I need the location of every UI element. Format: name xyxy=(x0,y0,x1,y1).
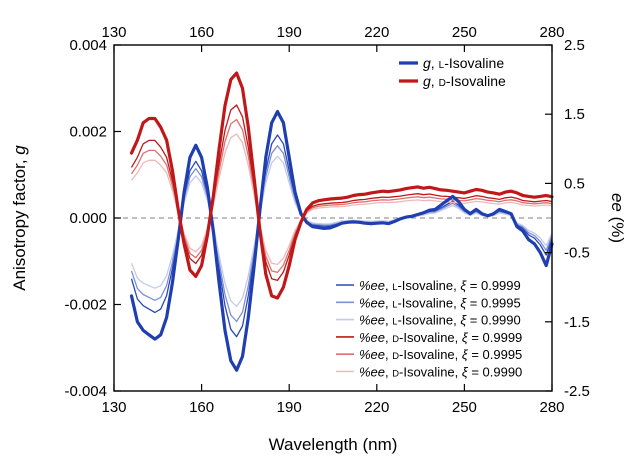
y-axis-right-rest: (%) xyxy=(608,212,627,243)
y-tick-label: 0.000 xyxy=(69,210,107,227)
y-tick-label: 0.004 xyxy=(69,37,107,54)
y-tick-label: -0.002 xyxy=(64,297,107,314)
y-right-tick-label: -2.5 xyxy=(564,383,590,400)
x-tick-label: 160 xyxy=(189,399,214,416)
y-axis-title-text: Anisotropy factor, xyxy=(10,155,29,291)
legend-label: %ee, L-Isovaline, ξ = 0.9995 xyxy=(359,295,521,310)
legend-label: %ee, L-Isovaline, ξ = 0.9999 xyxy=(359,278,521,293)
y-axis-right-italic: ee xyxy=(608,193,627,212)
y-right-tick-label: 1.5 xyxy=(564,106,585,123)
y-right-tick-label: 2.5 xyxy=(564,37,585,54)
y-axis-title: Anisotropy factor, g xyxy=(10,145,29,291)
y-tick-label: -0.004 xyxy=(64,383,107,400)
x-tick-label: 280 xyxy=(539,399,564,416)
y-axis-right-title: ee (%) xyxy=(608,193,627,243)
x-tick-top-label: 160 xyxy=(189,24,214,41)
y-right-tick-label: -1.5 xyxy=(564,314,590,331)
y-right-tick-label: -0.5 xyxy=(564,245,590,262)
legend-label: %ee, D-Isovaline, ξ = 0.9999 xyxy=(359,330,522,345)
legend-label: g, L-Isovaline xyxy=(423,55,504,71)
legend-label: %ee, L-Isovaline, ξ = 0.9990 xyxy=(359,313,521,328)
y-axis-title-italic: g xyxy=(10,145,29,155)
ee-series-line-d xyxy=(132,120,553,273)
legend-label: %ee, D-Isovaline, ξ = 0.9995 xyxy=(359,347,522,362)
legend-top: g, L-Isovaline g, D-Isovaline xyxy=(399,55,506,89)
x-tick-label: 130 xyxy=(101,399,126,416)
y-right-tick-label: 0.5 xyxy=(564,175,585,192)
y-tick-label: 0.002 xyxy=(69,124,107,141)
x-tick-label: 220 xyxy=(364,399,389,416)
x-tick-label: 190 xyxy=(277,399,302,416)
legend-bottom: %ee, L-Isovaline, ξ = 0.9999 %ee, L-Isova… xyxy=(336,278,522,380)
x-tick-label: 250 xyxy=(452,399,477,416)
x-tick-top-label: 190 xyxy=(277,24,302,41)
x-tick-top-label: 250 xyxy=(452,24,477,41)
x-tick-top-label: 280 xyxy=(539,24,564,41)
legend-label: g, D-Isovaline xyxy=(423,73,506,89)
x-axis-title: Wavelength (nm) xyxy=(269,435,398,454)
series-line xyxy=(132,73,553,298)
x-tick-top-label: 220 xyxy=(364,24,389,41)
legend-label: %ee, D-Isovaline, ξ = 0.9990 xyxy=(359,365,522,380)
